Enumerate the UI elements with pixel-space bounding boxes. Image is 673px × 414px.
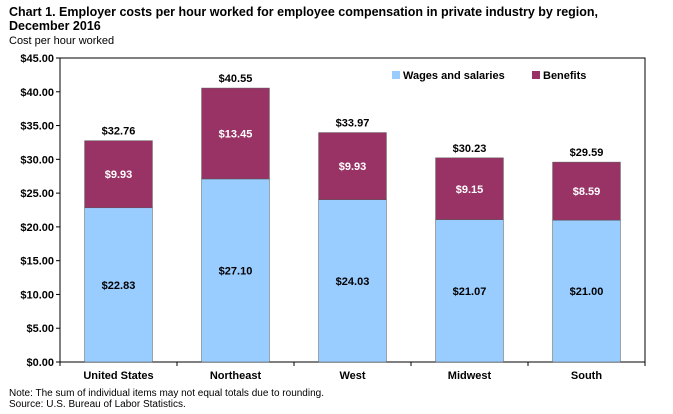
data-label-benefits: $9.93 bbox=[105, 169, 133, 181]
y-tick-label: $25.00 bbox=[20, 188, 54, 200]
data-label-wages: $21.07 bbox=[453, 286, 487, 298]
x-category-label: Northeast bbox=[210, 370, 262, 382]
bar-benefits-3 bbox=[435, 157, 504, 220]
bar-wages-4 bbox=[552, 219, 621, 363]
legend-label-benefits: Benefits bbox=[543, 70, 586, 82]
data-label-benefits: $9.15 bbox=[456, 184, 484, 196]
y-tick-label: $45.00 bbox=[20, 53, 54, 65]
data-label-wages: $27.10 bbox=[219, 265, 253, 277]
data-label-total: $33.97 bbox=[336, 118, 370, 130]
bar-wages-1 bbox=[201, 178, 270, 363]
data-label-wages: $24.03 bbox=[336, 276, 370, 288]
x-category-label: West bbox=[339, 370, 365, 382]
y-tick-label: $20.00 bbox=[20, 222, 54, 234]
data-label-total: $30.23 bbox=[453, 143, 487, 155]
bar-wages-3 bbox=[435, 219, 504, 363]
source-text: Source: U.S. Bureau of Labor Statistics. bbox=[9, 399, 186, 410]
data-label-total: $29.59 bbox=[570, 147, 604, 159]
chart-title: Chart 1. Employer costs per hour worked … bbox=[9, 5, 599, 33]
data-label-total: $32.76 bbox=[102, 126, 136, 138]
y-tick-label: $35.00 bbox=[20, 121, 54, 133]
data-label-benefits: $9.93 bbox=[339, 161, 367, 173]
data-label-benefits: $8.59 bbox=[573, 186, 601, 198]
data-label-wages: $22.83 bbox=[102, 280, 136, 292]
bar-benefits-2 bbox=[318, 132, 387, 200]
legend-label-wages: Wages and salaries bbox=[403, 70, 505, 82]
bar-benefits-4 bbox=[552, 161, 621, 221]
y-tick-label: $40.00 bbox=[20, 87, 54, 99]
y-tick-label: $5.00 bbox=[26, 323, 54, 335]
bar-wages-2 bbox=[318, 199, 387, 363]
data-label-total: $40.55 bbox=[219, 73, 253, 85]
data-label-benefits: $13.45 bbox=[219, 128, 253, 140]
legend-swatch-benefits bbox=[532, 71, 540, 79]
y-axis-label: Cost per hour worked bbox=[9, 35, 115, 47]
y-tick-label: $0.00 bbox=[26, 357, 54, 369]
x-category-label: Midwest bbox=[448, 370, 492, 382]
y-tick-label: $30.00 bbox=[20, 154, 54, 166]
bar-benefits-0 bbox=[84, 140, 153, 209]
legend-swatch-wages bbox=[392, 71, 400, 79]
note-text: Note: The sum of individual items may no… bbox=[9, 388, 324, 399]
chart-notes: Note: The sum of individual items may no… bbox=[9, 388, 324, 410]
bar-benefits-1 bbox=[201, 87, 270, 180]
y-tick-label: $10.00 bbox=[20, 289, 54, 301]
data-label-wages: $21.00 bbox=[570, 286, 604, 298]
x-category-label: United States bbox=[83, 370, 153, 382]
x-category-label: South bbox=[571, 370, 602, 382]
y-tick-label: $15.00 bbox=[20, 256, 54, 268]
bar-wages-0 bbox=[84, 207, 153, 363]
